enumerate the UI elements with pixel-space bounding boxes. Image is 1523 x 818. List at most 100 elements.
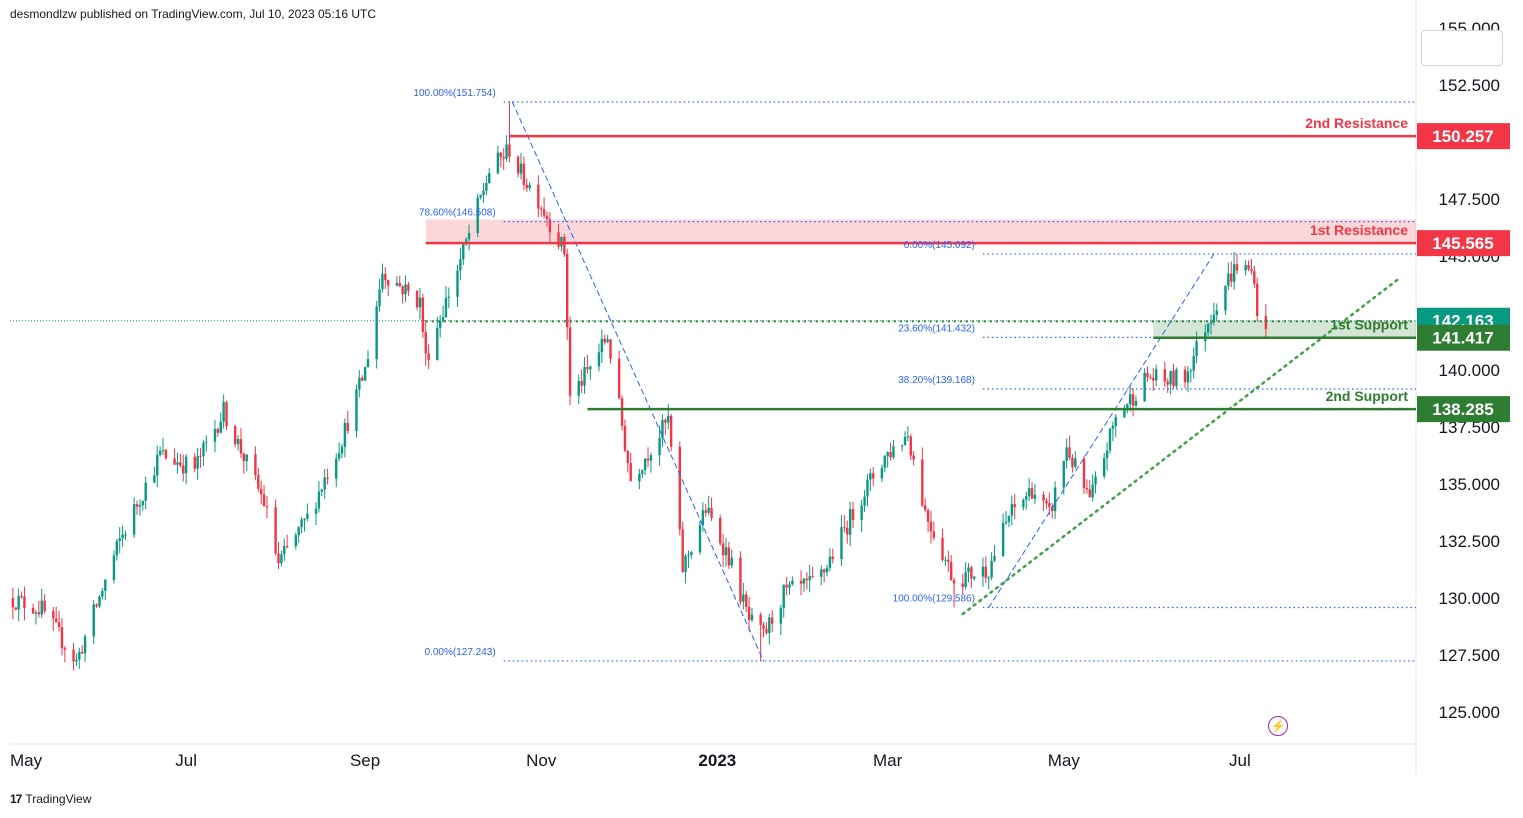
resistance-name-1: 1st Resistance — [1310, 222, 1408, 238]
candle — [1007, 515, 1011, 528]
candle — [378, 278, 381, 312]
candle — [690, 550, 693, 559]
candle — [577, 374, 580, 405]
candle — [80, 645, 84, 655]
candle — [101, 587, 104, 600]
candle — [98, 595, 101, 609]
candle — [745, 590, 748, 613]
candle — [880, 464, 884, 483]
candle — [603, 334, 606, 345]
candle — [11, 587, 15, 620]
candle — [361, 375, 364, 382]
candle — [1094, 471, 1097, 494]
candle — [1215, 303, 1218, 321]
candle — [609, 338, 612, 364]
candle — [846, 520, 849, 544]
candle — [973, 576, 976, 581]
candle — [384, 267, 387, 289]
candle — [525, 178, 528, 192]
candle — [335, 453, 338, 488]
candle — [597, 343, 601, 372]
candle — [317, 480, 321, 513]
candle — [707, 495, 710, 516]
candle — [1085, 479, 1089, 494]
time-label-4: 2023 — [698, 751, 736, 770]
candle — [1253, 265, 1256, 289]
candle — [563, 233, 566, 258]
candle — [1013, 493, 1016, 520]
candle — [1192, 347, 1195, 379]
candle — [765, 622, 768, 636]
fib-label-3: 23.60%(141.432) — [898, 323, 975, 334]
candle — [583, 356, 586, 394]
fib-label-0: 100.00%(151.754) — [413, 88, 495, 99]
zones — [425, 219, 1416, 338]
candle — [54, 606, 58, 623]
candle — [459, 247, 462, 281]
candle — [1030, 482, 1034, 500]
candle — [395, 276, 399, 287]
tradingview-brand: 17 TradingView — [10, 792, 91, 806]
price-scale-box[interactable] — [1421, 30, 1503, 66]
candle — [245, 454, 248, 471]
candle — [1166, 378, 1169, 393]
candle — [840, 515, 843, 566]
candle — [724, 537, 728, 567]
candle — [799, 570, 803, 596]
candle — [1091, 474, 1094, 502]
price-axis[interactable]: 152.500 147.500 140.000 135.000 132.500 130.0… — [1417, 19, 1510, 722]
candle — [75, 653, 78, 667]
candle — [831, 548, 835, 564]
candle — [176, 452, 179, 474]
candle — [987, 575, 990, 590]
candle — [1206, 323, 1210, 337]
candle — [358, 370, 361, 398]
candle — [63, 645, 67, 663]
candle — [285, 534, 289, 549]
candle — [479, 194, 482, 200]
fib-retracement-diagonal-2 — [988, 253, 1215, 609]
candle — [366, 350, 370, 368]
candle — [1123, 404, 1126, 419]
candle — [219, 412, 222, 434]
candle — [505, 135, 508, 162]
fib-label-5: 100.00%(129.586) — [893, 594, 975, 605]
candle — [280, 550, 283, 567]
candle — [1189, 368, 1193, 383]
candle — [964, 562, 967, 590]
candle — [926, 508, 930, 533]
time-axis[interactable]: May Jul Sep Nov 2023 Mar May Jul — [10, 751, 1251, 770]
candle — [1051, 502, 1054, 519]
candle — [72, 643, 75, 671]
candle — [115, 538, 119, 561]
candle — [923, 498, 927, 513]
candle — [548, 212, 552, 243]
candle — [626, 449, 630, 473]
candle — [1108, 427, 1112, 454]
candle — [701, 502, 705, 532]
candle — [843, 515, 846, 533]
candle — [961, 573, 964, 595]
candle — [1114, 414, 1117, 438]
tradingview-logo-icon: 17 — [10, 792, 22, 806]
candle — [502, 148, 505, 171]
candle — [684, 553, 687, 584]
candle — [589, 365, 592, 380]
candle — [401, 285, 404, 304]
candle — [687, 550, 690, 569]
support-name-2: 1st Support — [1330, 317, 1408, 333]
candle — [516, 155, 520, 178]
lightning-icon[interactable]: ⚡ — [1268, 716, 1288, 736]
candle — [1183, 365, 1187, 388]
candle — [1224, 285, 1227, 315]
candle — [719, 514, 722, 546]
chart-labels: 100.00%(151.754) 78.60%(146.508) 0.00%(145… — [413, 88, 1408, 658]
candle — [418, 288, 422, 320]
candle — [540, 206, 543, 217]
candle — [903, 431, 907, 446]
candle — [156, 445, 159, 488]
candle — [1042, 491, 1045, 512]
candle — [387, 279, 390, 297]
time-label-2: Sep — [350, 751, 380, 770]
